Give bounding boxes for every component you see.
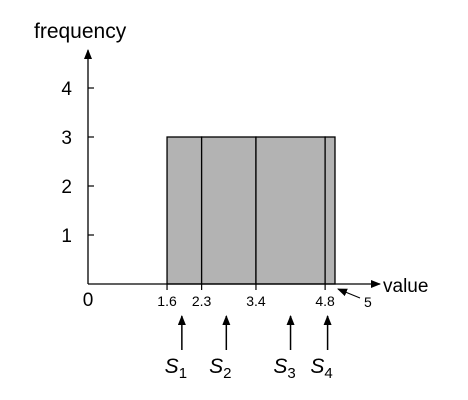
y-axis-label: frequency xyxy=(34,20,127,43)
annotation-label: S2 xyxy=(209,355,231,382)
y-tick-label: 3 xyxy=(61,128,72,149)
y-tick-label: 1 xyxy=(61,226,72,247)
annotation-label: S3 xyxy=(273,355,295,382)
x-tick-label: 2.3 xyxy=(192,293,212,309)
x-axis-label: value xyxy=(383,276,428,297)
y-tick-label: 2 xyxy=(61,177,72,198)
histogram-bar xyxy=(166,136,203,285)
x-tick-label: 1.6 xyxy=(157,293,177,309)
annotation-label: S1 xyxy=(165,355,187,382)
origin-label: 0 xyxy=(83,290,94,311)
x-tick-label: 3.4 xyxy=(246,293,266,309)
x-tick-label: 4.8 xyxy=(315,293,335,309)
annotation-label: S4 xyxy=(310,355,332,382)
x-ticks: 1.6 2.3 3.4 4.8 xyxy=(157,284,335,309)
end-marker-label: 5 xyxy=(364,294,372,310)
histogram-bars xyxy=(166,136,336,285)
histogram-bar xyxy=(200,136,257,285)
y-tick-label: 4 xyxy=(61,79,72,100)
sample-annotations: S1 S2 S3 S4 xyxy=(165,315,333,382)
end-marker-arrow xyxy=(337,288,361,299)
histogram-bar xyxy=(324,136,336,285)
y-ticks: 1 2 3 4 xyxy=(61,79,94,247)
histogram-bar xyxy=(255,136,326,285)
